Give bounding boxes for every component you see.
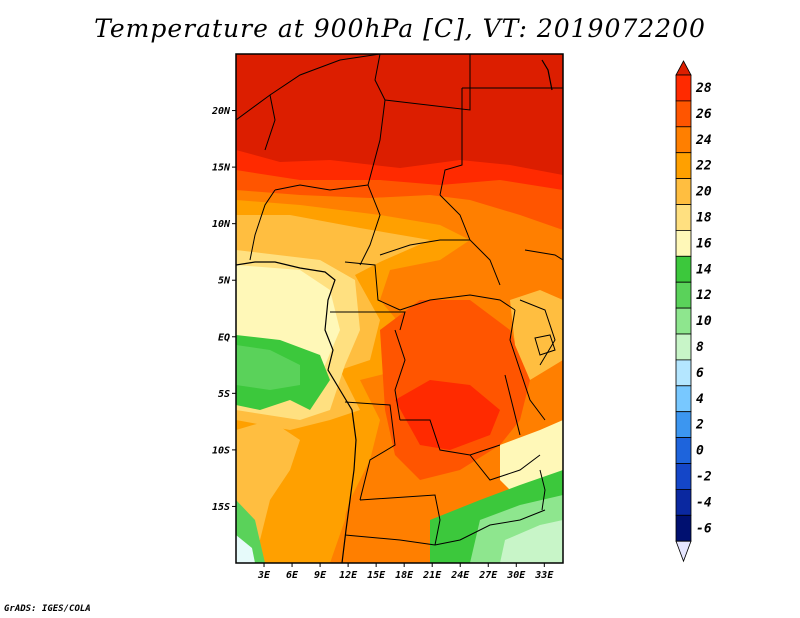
- colorbar-swatch: [675, 488, 692, 516]
- border-line: [439, 88, 463, 196]
- lake-tanganyika: [504, 374, 521, 436]
- colorbar-swatch: [675, 359, 692, 387]
- border-line: [379, 239, 470, 256]
- border-line: [264, 94, 276, 151]
- lon-label: 33E: [534, 570, 554, 581]
- border-line: [400, 419, 501, 456]
- lon-label: 6E: [286, 570, 299, 581]
- border-line: [330, 311, 406, 331]
- border-line: [524, 249, 563, 261]
- lon-label: 24E: [450, 570, 470, 581]
- lat-label: 5N: [218, 276, 231, 287]
- colorbar-swatch: [675, 74, 692, 102]
- field-sahara-30: [236, 54, 563, 175]
- colorbar-swatch: [675, 281, 692, 309]
- colorbar-label: 2: [695, 418, 704, 433]
- border-line: [359, 184, 381, 266]
- colorbar-swatch: [675, 333, 692, 361]
- lat-label: 15S: [212, 502, 230, 513]
- border-line: [434, 509, 546, 546]
- colorbar-swatch: [675, 437, 692, 464]
- lon-label: 30E: [506, 570, 526, 581]
- colorbar-swatch: [675, 385, 692, 413]
- coastline: [236, 261, 357, 563]
- colorbar-swatch: [675, 152, 692, 179]
- grads-credit: GrADS: IGES/COLA: [4, 604, 91, 614]
- border-line: [469, 454, 541, 481]
- lon-label: 12E: [339, 570, 358, 581]
- lat-label: 5S: [218, 389, 230, 400]
- field-gulf-guinea-12: [236, 345, 300, 390]
- lat-label: 20N: [211, 106, 231, 117]
- colorbar-label: 18: [696, 211, 712, 226]
- colorbar-swatch: [675, 307, 692, 335]
- colorbar-label: 0: [696, 444, 704, 459]
- field-angola-plateau-20: [236, 420, 300, 545]
- colorbar-label: 14: [696, 262, 712, 277]
- colorbar-label: 12: [696, 288, 712, 303]
- colorbar-label: 22: [695, 159, 712, 174]
- colorbar-label: 26: [695, 107, 712, 122]
- colorbar-swatch: [675, 100, 692, 128]
- lat-label: EQ: [218, 332, 230, 343]
- lat-label: 10S: [212, 445, 230, 456]
- lon-label: 15E: [367, 570, 386, 581]
- colorbar-label: 10: [696, 314, 712, 329]
- lon-label: 27E: [478, 570, 498, 581]
- colorbar-swatch: [675, 255, 692, 283]
- border-line: [344, 261, 401, 311]
- colorbar-label: 28: [695, 81, 712, 96]
- colorbar-label: 4: [696, 392, 704, 407]
- colorbar-swatch: [675, 514, 692, 542]
- field-congo-28: [395, 380, 500, 450]
- colorbar-label: 8: [696, 340, 704, 355]
- lon-label: 3E: [257, 570, 271, 581]
- colorbar-label: 16: [696, 236, 712, 251]
- lat-label: 10N: [212, 219, 231, 230]
- border-line: [509, 309, 546, 421]
- colorbar-label: -6: [696, 521, 712, 536]
- border-line: [249, 189, 276, 261]
- border-line: [359, 494, 441, 546]
- lon-label: 9E: [314, 570, 327, 581]
- colorbar-swatch: [675, 126, 692, 154]
- border-line: [344, 401, 396, 501]
- map-frame: [235, 53, 564, 564]
- map-title: Temperature at 900hPa [C], VT: 201907220…: [94, 14, 706, 43]
- field-southeast-8: [500, 520, 563, 563]
- border-line: [236, 54, 381, 121]
- colorbar-swatch: [675, 178, 692, 205]
- lat-label: 15N: [212, 163, 231, 174]
- lake-victoria: [534, 334, 556, 356]
- map-axes: 20N 15N 10N 5N EQ 5S 10S 15S 3E 6E 9E 12E 15E 18E 21E 2…: [211, 106, 554, 581]
- border-line: [344, 534, 436, 546]
- lake-malawi: [539, 469, 546, 511]
- lon-label: 18E: [395, 570, 414, 581]
- border-line: [399, 294, 516, 311]
- lon-label: 21E: [422, 570, 442, 581]
- colorbar-label: 24: [695, 133, 712, 148]
- colorbar-swatch: [675, 463, 692, 490]
- colorbar-label: 20: [695, 185, 712, 200]
- field-rift-18: [510, 290, 563, 380]
- colorbar-label: -2: [696, 470, 712, 485]
- colorbar-top-triangle: [675, 60, 692, 76]
- colorbar-label: 6: [696, 366, 704, 381]
- colorbar-label: -4: [696, 495, 712, 510]
- colorbar-swatch: [675, 229, 692, 257]
- border-line: [384, 54, 471, 111]
- field-atlantic-south-6: [236, 535, 255, 563]
- coastline-east: [541, 59, 553, 91]
- border-line: [394, 329, 406, 421]
- border-line: [274, 184, 369, 191]
- colorbar-swatch: [675, 204, 692, 231]
- colorbar-swatch: [675, 411, 692, 439]
- temperature-field: [236, 54, 563, 563]
- colorbar-bottom-triangle: [675, 540, 692, 563]
